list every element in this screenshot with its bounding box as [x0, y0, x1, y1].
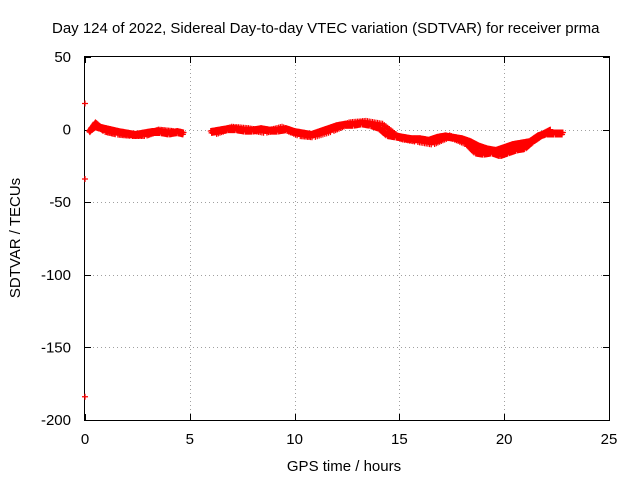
y-axis-label: SDTVAR / TECUs [7, 178, 24, 298]
x-tick-label: 20 [496, 431, 513, 448]
grid [85, 57, 609, 420]
data-point [82, 100, 88, 107]
x-tick-label: 25 [601, 431, 618, 448]
x-tick-label: 5 [186, 431, 194, 448]
x-tick-label: 15 [391, 431, 408, 448]
data-point [547, 126, 554, 133]
data-point [170, 128, 177, 135]
data-point [559, 129, 566, 136]
data-point [82, 393, 88, 400]
y-tick-label: -50 [49, 194, 71, 211]
x-tick-label: 0 [81, 431, 89, 448]
y-tick-label: -150 [41, 339, 71, 356]
data-point [180, 129, 187, 136]
x-axis-label: GPS time / hours [287, 458, 401, 475]
data-point [82, 175, 88, 182]
y-tick-label: 50 [54, 49, 71, 66]
x-tick-label: 10 [286, 431, 303, 448]
y-tick-label: -200 [41, 412, 71, 429]
y-tick-label: 0 [63, 122, 71, 139]
data-points [82, 100, 566, 400]
plot-frame [84, 56, 610, 421]
axis-ticks: 0 5 10 15 20 25 50 0 -50 -100 -150 -200 [41, 49, 617, 448]
y-tick-label: -100 [41, 267, 71, 284]
chart-title: Day 124 of 2022, Sidereal Day-to-day VTE… [52, 20, 600, 37]
